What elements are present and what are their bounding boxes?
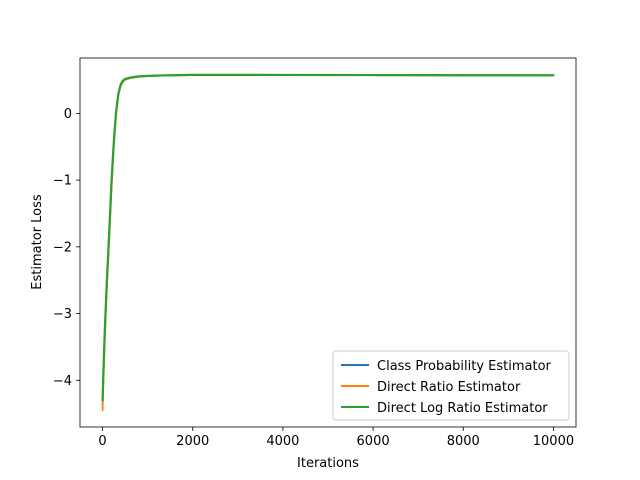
y-tick-label: −4 <box>53 374 72 389</box>
legend-box <box>332 350 570 421</box>
x-tick-label: 6000 <box>357 434 390 449</box>
x-axis-label: Iterations <box>297 456 359 471</box>
axes-frame <box>79 57 577 428</box>
x-tick-label: 10000 <box>533 434 574 449</box>
x-tick-label: 0 <box>98 434 106 449</box>
series-layer <box>101 73 555 412</box>
x-axis-ticks: 0 2000 4000 6000 8000 10000 <box>98 427 574 449</box>
y-tick-label: −3 <box>53 307 72 322</box>
legend: Class Probability Estimator Direct Ratio … <box>332 350 570 421</box>
y-tick-label: −2 <box>53 240 72 255</box>
y-axis-label: Estimator Loss <box>30 194 45 290</box>
legend-label: Direct Log Ratio Estimator <box>377 401 548 416</box>
legend-label: Class Probability Estimator <box>377 359 552 374</box>
series-line-3 <box>101 73 555 402</box>
x-tick-label: 2000 <box>176 434 209 449</box>
legend-label: Direct Ratio Estimator <box>377 380 521 395</box>
y-tick-label: 0 <box>64 107 72 122</box>
y-tick-label: −1 <box>53 174 72 189</box>
x-tick-label: 4000 <box>266 434 299 449</box>
y-axis-ticks: 0 −1 −2 −3 −4 <box>53 107 80 389</box>
x-tick-label: 8000 <box>447 434 480 449</box>
